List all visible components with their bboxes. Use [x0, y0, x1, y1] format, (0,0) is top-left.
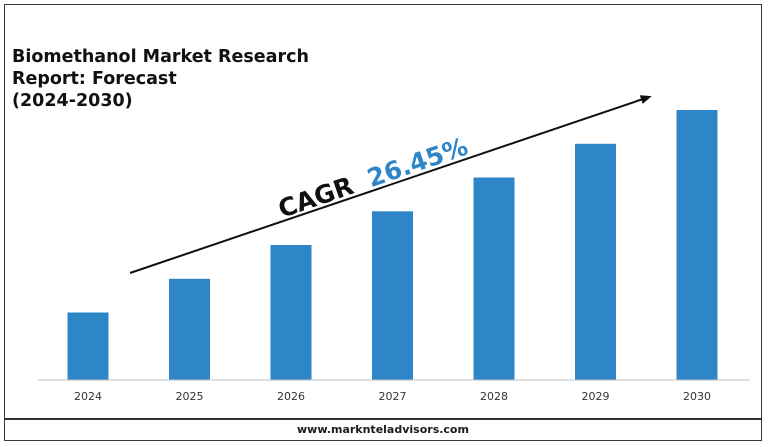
chart-title: Biomethanol Market Research Report: Fore…: [12, 46, 332, 112]
bar-2024: [67, 312, 109, 380]
footer-website: www.marknteladvisors.com: [4, 418, 762, 441]
bar-2029: [575, 143, 616, 381]
x-tick-2029: 2029: [582, 390, 610, 403]
bar-2027: [372, 211, 413, 381]
title-line-2: Report: Forecast: [12, 69, 177, 89]
x-tick-2026: 2026: [277, 390, 305, 403]
x-tick-2025: 2025: [176, 390, 204, 403]
cagr-trend-arrow: [129, 97, 647, 274]
cagr-arrowhead: [639, 95, 652, 104]
cagr-value: 26.45%: [364, 132, 472, 193]
bar-2025: [169, 278, 210, 381]
bar-2028: [473, 177, 515, 380]
bar-2030: [676, 110, 718, 380]
cagr-prefix: CAGR: [275, 171, 358, 224]
bar-2026: [270, 245, 312, 380]
x-tick-2027: 2027: [379, 390, 407, 403]
bars-group: [67, 110, 718, 381]
bar-chart: 2024 2025 2026 2027 2028 2029 2030 CAGR 26.45%: [38, 95, 750, 403]
title-line-1: Biomethanol Market Research: [12, 47, 309, 67]
x-tick-2024: 2024: [74, 390, 102, 403]
title-line-3: (2024-2030): [12, 91, 133, 111]
x-tick-2028: 2028: [480, 390, 508, 403]
x-tick-2030: 2030: [683, 390, 711, 403]
cagr-annotation: CAGR 26.45%: [275, 132, 472, 224]
x-tick-labels: 2024 2025 2026 2027 2028 2029 2030: [74, 390, 711, 403]
